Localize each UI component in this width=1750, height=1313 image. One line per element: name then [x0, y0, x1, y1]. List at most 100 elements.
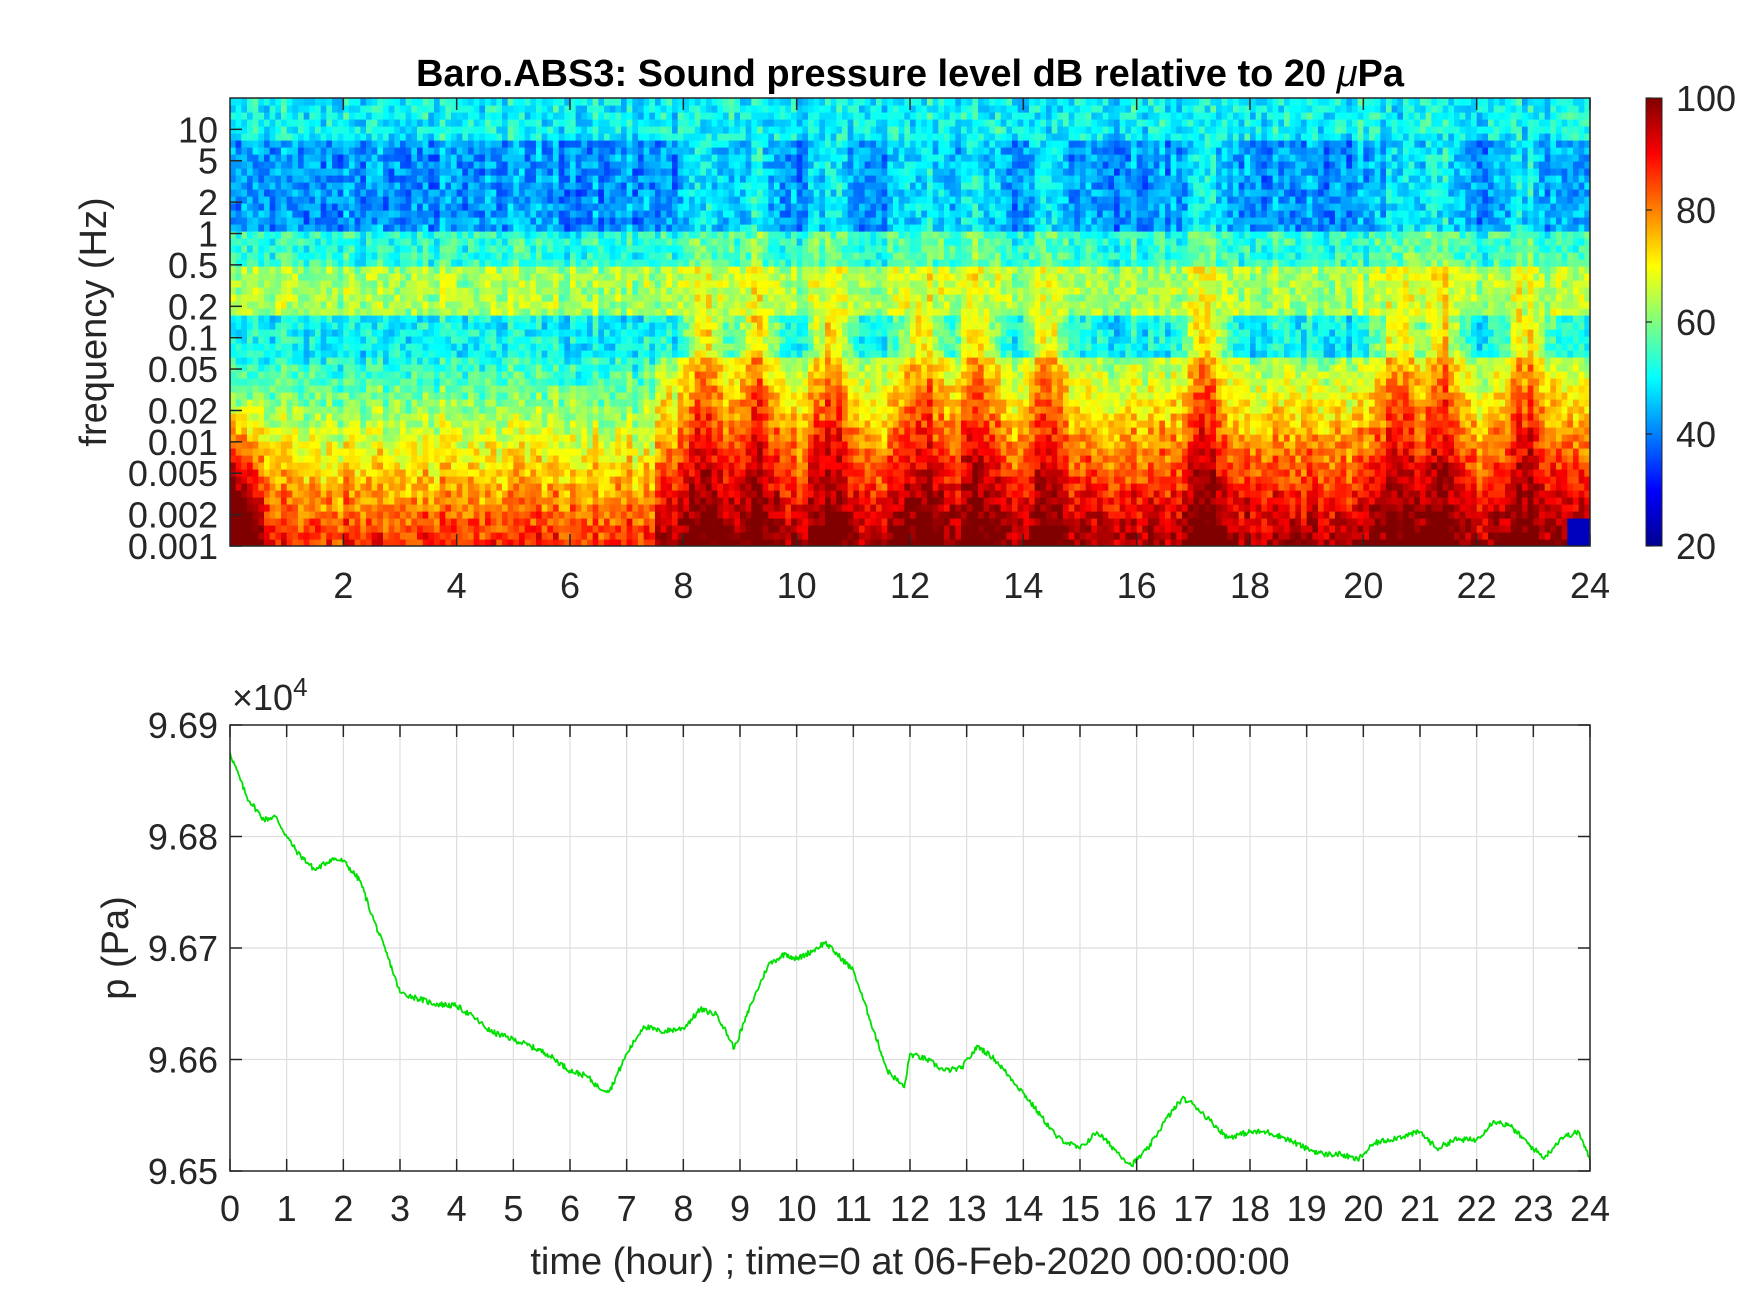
spectrogram-cell — [292, 399, 299, 407]
spectrogram-cell — [558, 350, 565, 358]
spectrogram-cell — [575, 133, 582, 141]
spectrogram-cell — [524, 301, 531, 309]
spectrogram-cell — [615, 210, 622, 218]
spectrogram-cell — [524, 476, 531, 484]
spectrogram-cell — [320, 343, 327, 351]
spectrogram-cell — [286, 539, 293, 546]
spectrogram-cell — [507, 511, 514, 519]
spectrogram-cell — [235, 175, 242, 183]
spectrogram-cell — [479, 518, 486, 526]
spectrogram-cell — [411, 357, 418, 365]
spectrogram-cell — [337, 497, 344, 505]
spectrogram-cell — [581, 399, 588, 407]
spectrogram-cell — [428, 140, 435, 148]
spectrogram-cell — [258, 476, 265, 484]
spectrogram-cell — [632, 231, 639, 239]
spectrogram-cell — [536, 301, 543, 309]
spectrogram-cell — [649, 476, 656, 484]
spectrogram-cell — [604, 455, 611, 463]
spectrogram-cell — [439, 273, 446, 281]
spectrogram-cell — [587, 378, 594, 386]
spectrogram-cell — [655, 441, 662, 449]
spectrogram-cell — [281, 224, 288, 232]
spectrogram-cell — [269, 399, 276, 407]
spectrogram-cell — [564, 483, 571, 491]
spectrogram-cell — [366, 126, 373, 134]
spectrogram-cell — [581, 364, 588, 372]
spectrogram-cell — [558, 343, 565, 351]
spectrogram-cell — [417, 532, 424, 540]
spectrogram-cell — [417, 427, 424, 435]
spectrogram-cell — [417, 168, 424, 176]
spectrogram-cell — [496, 266, 503, 274]
spectrogram-cell — [660, 147, 667, 155]
spectrogram-cell — [536, 329, 543, 337]
spectrogram-cell — [281, 448, 288, 456]
spectrogram-cell — [252, 266, 259, 274]
spectrogram-cell — [400, 336, 407, 344]
spectrogram-cell — [649, 119, 656, 127]
spectrogram-cell — [655, 525, 662, 533]
spectrogram-cell — [241, 280, 248, 288]
spectrogram-cell — [621, 217, 628, 225]
spectrogram-cell — [581, 378, 588, 386]
spectrogram-cell — [638, 175, 645, 183]
spectrogram-cell — [354, 196, 361, 204]
spectrogram-cell — [439, 112, 446, 120]
spectrogram-cell — [581, 189, 588, 197]
spectrogram-cell — [445, 455, 452, 463]
spectrogram-cell — [592, 455, 599, 463]
spectrogram-cell — [604, 420, 611, 428]
spectrogram-cell — [366, 476, 373, 484]
spectrogram-cell — [649, 322, 656, 330]
spectrogram-cell — [428, 343, 435, 351]
spectrogram-cell — [507, 441, 514, 449]
spectrogram-cell — [320, 371, 327, 379]
spectrogram-cell — [519, 210, 526, 218]
spectrogram-cell — [660, 378, 667, 386]
spectrogram-cell — [473, 119, 480, 127]
spectrogram-cell — [286, 252, 293, 260]
spectrogram-cell — [292, 154, 299, 162]
spectrogram-cell — [411, 315, 418, 323]
spectrogram-cell — [332, 98, 339, 106]
spectrogram-cell — [383, 343, 390, 351]
spectrogram-cell — [598, 532, 605, 540]
spectrogram-cell — [609, 504, 616, 512]
spectrogram-cell — [598, 252, 605, 260]
spectrogram-cell — [513, 287, 520, 295]
spectrogram-cell — [400, 343, 407, 351]
spectrogram-cell — [632, 308, 639, 316]
spectrogram-cell — [536, 413, 543, 421]
spectrogram-cell — [366, 336, 373, 344]
spectrogram-cell — [666, 112, 673, 120]
spectrogram-cell — [553, 266, 560, 274]
spectrogram-cell — [269, 434, 276, 442]
spectrogram-cell — [332, 280, 339, 288]
spectrogram-cell — [604, 392, 611, 400]
spectrogram-cell — [320, 238, 327, 246]
spectrogram-cell — [626, 413, 633, 421]
spectrogram-cell — [332, 434, 339, 442]
spectrogram-cell — [428, 455, 435, 463]
spectrogram-cell — [502, 245, 509, 253]
spectrogram-cell — [394, 175, 401, 183]
spectrogram-cell — [315, 105, 322, 113]
spectrogram-cell — [581, 98, 588, 106]
spectrogram-cell — [587, 175, 594, 183]
spectrogram-cell — [377, 175, 384, 183]
spectrogram-cell — [303, 273, 310, 281]
spectrogram-cell — [530, 133, 537, 141]
spectrogram-cell — [513, 343, 520, 351]
spectrogram-cell — [632, 413, 639, 421]
spectrogram-cell — [298, 126, 305, 134]
spectrogram-cell — [405, 497, 412, 505]
spectrogram-cell — [377, 392, 384, 400]
spectrogram-cell — [360, 497, 367, 505]
spectrogram-cell — [547, 399, 554, 407]
spectrogram-cell — [258, 133, 265, 141]
spectrogram-cell — [383, 504, 390, 512]
spectrogram-cell — [609, 280, 616, 288]
spectrogram-cell — [558, 266, 565, 274]
spectrogram-cell — [360, 245, 367, 253]
